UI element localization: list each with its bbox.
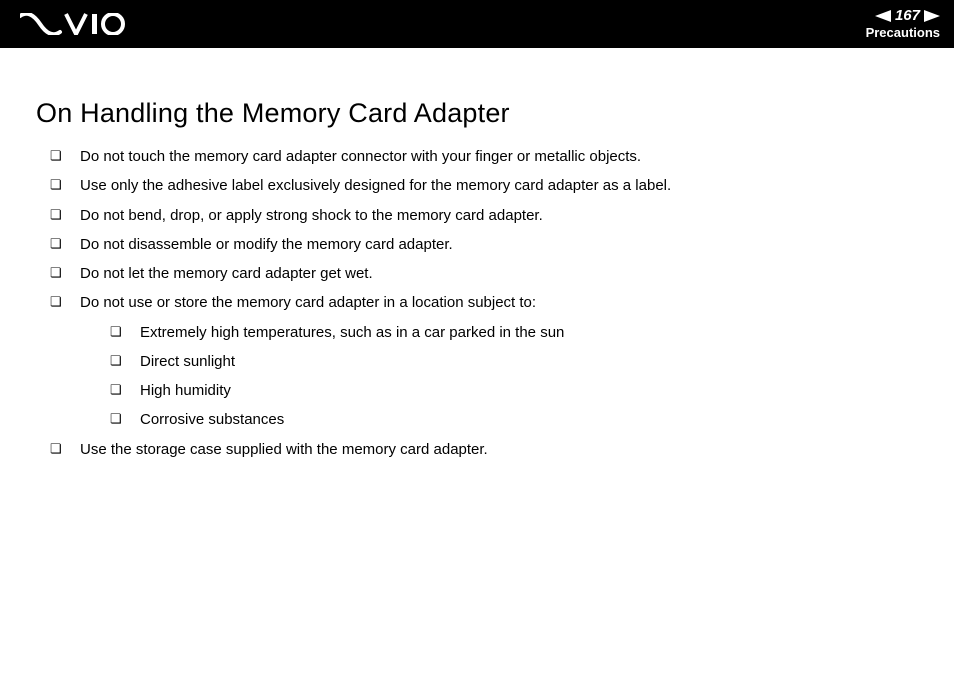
list-item-text: Corrosive substances	[140, 411, 284, 428]
sub-bullet-list: Extremely high temperatures, such as in …	[80, 323, 918, 431]
page-content: On Handling the Memory Card Adapter Do n…	[0, 48, 954, 460]
list-item: Do not disassemble or modify the memory …	[50, 235, 918, 255]
page-navigator: 167	[866, 8, 940, 25]
page-header: 167 Precautions	[0, 0, 954, 48]
list-item: Use only the adhesive label exclusively …	[50, 176, 918, 196]
list-item: Corrosive substances	[110, 410, 918, 430]
list-item: Do not use or store the memory card adap…	[50, 293, 918, 430]
vaio-logo	[20, 13, 130, 35]
list-item-text: Do not touch the memory card adapter con…	[80, 148, 641, 165]
list-item-text: Do not let the memory card adapter get w…	[80, 265, 373, 282]
prev-page-arrow[interactable]	[875, 10, 891, 22]
section-label: Precautions	[866, 26, 940, 40]
list-item-text: Direct sunlight	[140, 353, 235, 370]
list-item: Extremely high temperatures, such as in …	[110, 323, 918, 343]
page-number: 167	[895, 8, 920, 25]
list-item: Do not let the memory card adapter get w…	[50, 264, 918, 284]
list-item-text: Do not disassemble or modify the memory …	[80, 236, 453, 253]
list-item-text: Do not bend, drop, or apply strong shock…	[80, 207, 543, 224]
list-item-text: Use the storage case supplied with the m…	[80, 441, 488, 458]
list-item-text: Extremely high temperatures, such as in …	[140, 324, 564, 341]
list-item-text: Do not use or store the memory card adap…	[80, 294, 536, 311]
next-page-arrow[interactable]	[924, 10, 940, 22]
list-item: Do not touch the memory card adapter con…	[50, 147, 918, 167]
page-title: On Handling the Memory Card Adapter	[36, 98, 918, 129]
list-item: Direct sunlight	[110, 352, 918, 372]
list-item-text: Use only the adhesive label exclusively …	[80, 177, 671, 194]
list-item: High humidity	[110, 381, 918, 401]
list-item: Do not bend, drop, or apply strong shock…	[50, 206, 918, 226]
list-item: Use the storage case supplied with the m…	[50, 440, 918, 460]
bullet-list: Do not touch the memory card adapter con…	[36, 147, 918, 460]
header-right: 167 Precautions	[866, 8, 940, 41]
list-item-text: High humidity	[140, 382, 231, 399]
vaio-logo-svg	[20, 13, 130, 35]
